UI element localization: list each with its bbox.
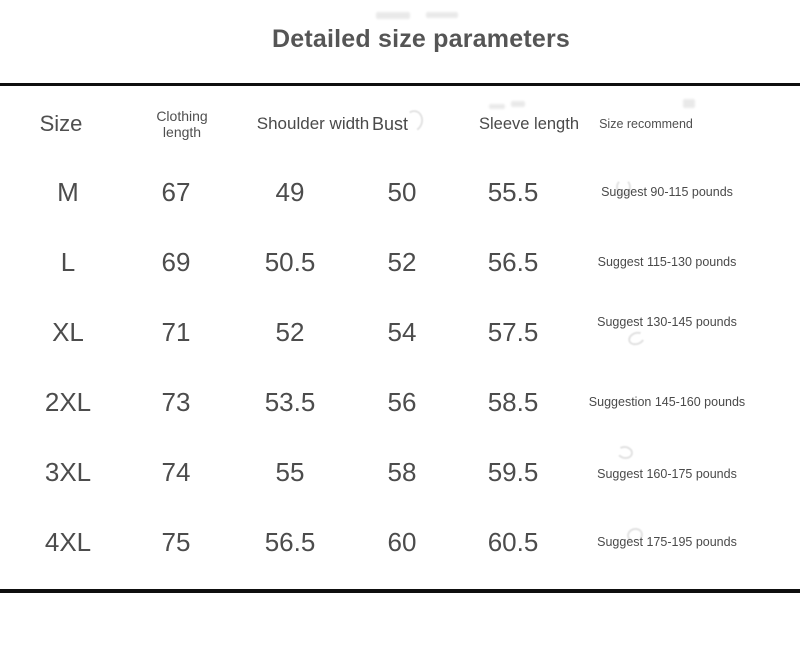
header-size: Size (39, 111, 83, 136)
header-shoulder-width: Shoulder width (256, 114, 370, 133)
shoulder-width-cell: 53.5 (264, 386, 316, 417)
size-recommend-cell: Suggest 160-175 pounds (597, 467, 737, 481)
table-header-row: Size Clothing length Shoulder width Bust… (0, 104, 800, 144)
bust-cell: 54 (387, 316, 417, 347)
sleeve-length-cell: 55.5 (487, 176, 539, 207)
size-recommend-cell: Suggest 130-145 pounds (597, 315, 737, 329)
table-row: 4XL 75 56.5 60 60.5 Suggest 175-195 poun… (0, 507, 800, 577)
shoulder-width-cell: 50.5 (264, 246, 316, 277)
header-sleeve-length: Sleeve length (479, 114, 579, 133)
watermark-smudge (489, 104, 505, 109)
sleeve-length-cell: 60.5 (487, 526, 539, 557)
bottom-divider (0, 589, 800, 593)
size-recommend-cell: Suggest 90-115 pounds (601, 185, 733, 199)
watermark-smudge (616, 179, 631, 195)
watermark-smudge (376, 12, 410, 19)
sleeve-length-cell: 56.5 (487, 246, 539, 277)
header-clothing-length: Clothing length (156, 108, 208, 140)
size-cell: 4XL (44, 526, 92, 557)
clothing-length-cell: 69 (161, 246, 191, 277)
table-body: M 67 49 50 55.5 Suggest 90-115 pounds L … (0, 157, 800, 577)
size-recommend-cell: Suggestion 145-160 pounds (588, 395, 746, 409)
header-bust: Bust (371, 113, 409, 134)
size-cell: M (57, 176, 79, 207)
sleeve-length-cell: 59.5 (487, 456, 539, 487)
table-row: 2XL 73 53.5 56 58.5 Suggestion 145-160 p… (0, 367, 800, 437)
bust-cell: 50 (387, 176, 417, 207)
bust-cell: 60 (387, 526, 417, 557)
size-cell: 3XL (44, 456, 92, 487)
table-row: 3XL 74 55 58 59.5 Suggest 160-175 pounds (0, 437, 800, 507)
clothing-length-cell: 74 (161, 456, 191, 487)
size-cell: XL (52, 316, 84, 347)
watermark-smudge (426, 12, 458, 18)
watermark-smudge (683, 99, 695, 108)
shoulder-width-cell: 56.5 (264, 526, 316, 557)
shoulder-width-cell: 52 (275, 316, 305, 347)
size-recommend-cell: Suggest 115-130 pounds (597, 255, 737, 269)
header-size-recommend: Size recommend (599, 117, 693, 131)
sleeve-length-cell: 57.5 (487, 316, 539, 347)
size-cell: 2XL (44, 386, 92, 417)
bust-cell: 56 (387, 386, 417, 417)
bust-cell: 58 (387, 456, 417, 487)
size-cell: L (60, 246, 76, 277)
page-title: Detailed size parameters (271, 25, 570, 53)
shoulder-width-cell: 49 (275, 176, 305, 207)
table-row: M 67 49 50 55.5 Suggest 90-115 pounds (0, 157, 800, 227)
clothing-length-cell: 71 (161, 316, 191, 347)
clothing-length-cell: 67 (161, 176, 191, 207)
clothing-length-cell: 73 (161, 386, 191, 417)
table-row: L 69 50.5 52 56.5 Suggest 115-130 pounds (0, 227, 800, 297)
watermark-smudge (511, 101, 525, 107)
sleeve-length-cell: 58.5 (487, 386, 539, 417)
clothing-length-cell: 75 (161, 526, 191, 557)
top-divider (0, 83, 800, 86)
bust-cell: 52 (387, 246, 417, 277)
table-row: XL 71 52 54 57.5 Suggest 130-145 pounds (0, 297, 800, 367)
size-recommend-cell: Suggest 175-195 pounds (597, 535, 737, 549)
shoulder-width-cell: 55 (275, 456, 305, 487)
